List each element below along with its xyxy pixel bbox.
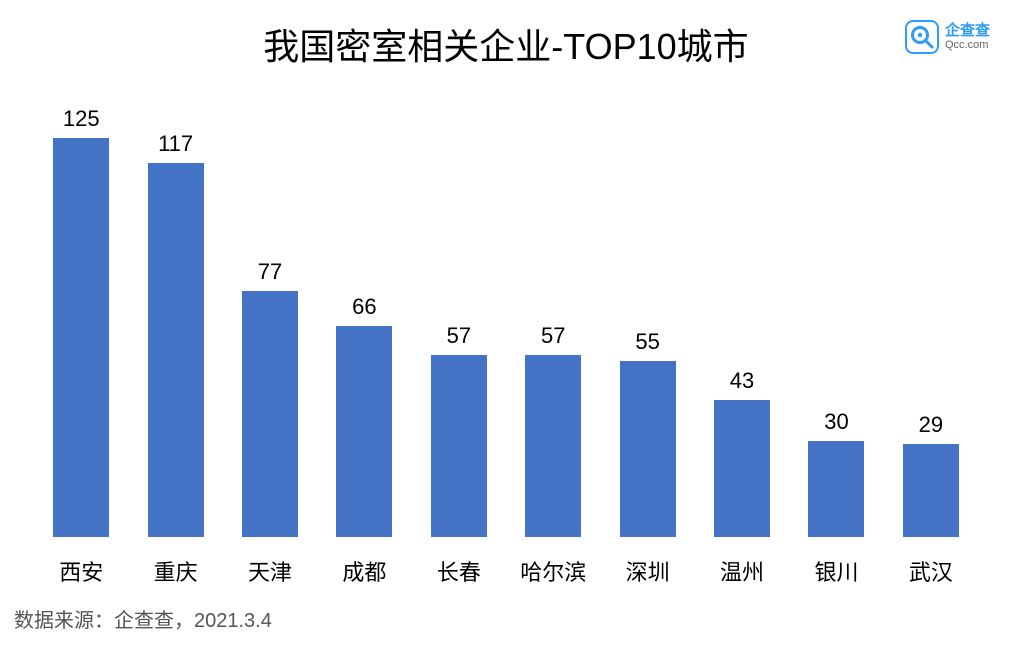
bar-value-label: 55 xyxy=(600,329,694,355)
chart-container: 我国密室相关企业-TOP10城市 企查查 Qcc.com 125 117 77 … xyxy=(0,0,1012,647)
bars-group: 125 117 77 66 57 57 55 43 30 29 xyxy=(34,90,978,537)
bar-rect xyxy=(525,355,581,537)
plot-area: 125 117 77 66 57 57 55 43 30 29 xyxy=(34,90,978,537)
bar-rect xyxy=(242,291,298,537)
bar-rect xyxy=(148,163,204,537)
bar-rect xyxy=(620,361,676,537)
bar-value-label: 29 xyxy=(884,412,978,438)
bar-value-label: 57 xyxy=(506,323,600,349)
bar-slot: 57 xyxy=(506,90,600,537)
bar-slot: 55 xyxy=(600,90,694,537)
x-axis-label: 长春 xyxy=(412,555,506,587)
bar-rect xyxy=(808,441,864,537)
x-axis-label: 天津 xyxy=(223,555,317,587)
bar-value-label: 30 xyxy=(789,409,883,435)
bar-slot: 43 xyxy=(695,90,789,537)
title-row: 我国密室相关企业-TOP10城市 xyxy=(0,18,1012,70)
bar-rect xyxy=(336,326,392,537)
qcc-logo-icon xyxy=(905,20,939,54)
bar-slot: 125 xyxy=(34,90,128,537)
brand-logo-en: Qcc.com xyxy=(945,39,990,51)
bar-slot: 77 xyxy=(223,90,317,537)
bar-value-label: 66 xyxy=(317,294,411,320)
x-axis-labels: 西安 重庆 天津 成都 长春 哈尔滨 深圳 温州 银川 武汉 xyxy=(34,555,978,587)
bar-rect xyxy=(714,400,770,537)
bar-rect xyxy=(53,138,109,537)
bar-slot: 57 xyxy=(412,90,506,537)
bar-slot: 30 xyxy=(789,90,883,537)
chart-title: 我国密室相关企业-TOP10城市 xyxy=(263,18,748,70)
x-axis-label: 重庆 xyxy=(128,555,222,587)
bar-slot: 117 xyxy=(128,90,222,537)
x-axis-label: 哈尔滨 xyxy=(506,555,600,587)
bar-value-label: 77 xyxy=(223,259,317,285)
bar-value-label: 125 xyxy=(34,106,128,132)
x-axis-label: 西安 xyxy=(34,555,128,587)
bar-slot: 29 xyxy=(884,90,978,537)
x-axis-label: 武汉 xyxy=(884,555,978,587)
x-axis-label: 银川 xyxy=(789,555,883,587)
bar-rect xyxy=(431,355,487,537)
x-axis-label: 成都 xyxy=(317,555,411,587)
brand-logo-text: 企查查 Qcc.com xyxy=(945,23,990,52)
x-axis-label: 深圳 xyxy=(600,555,694,587)
x-axis-label: 温州 xyxy=(695,555,789,587)
bar-rect xyxy=(903,444,959,537)
brand-logo: 企查查 Qcc.com xyxy=(905,20,990,54)
bar-value-label: 117 xyxy=(128,131,222,157)
bar-slot: 66 xyxy=(317,90,411,537)
bar-value-label: 57 xyxy=(412,323,506,349)
brand-logo-cn: 企查查 xyxy=(945,23,990,40)
bar-value-label: 43 xyxy=(695,368,789,394)
data-source: 数据来源：企查查，2021.3.4 xyxy=(14,604,272,633)
